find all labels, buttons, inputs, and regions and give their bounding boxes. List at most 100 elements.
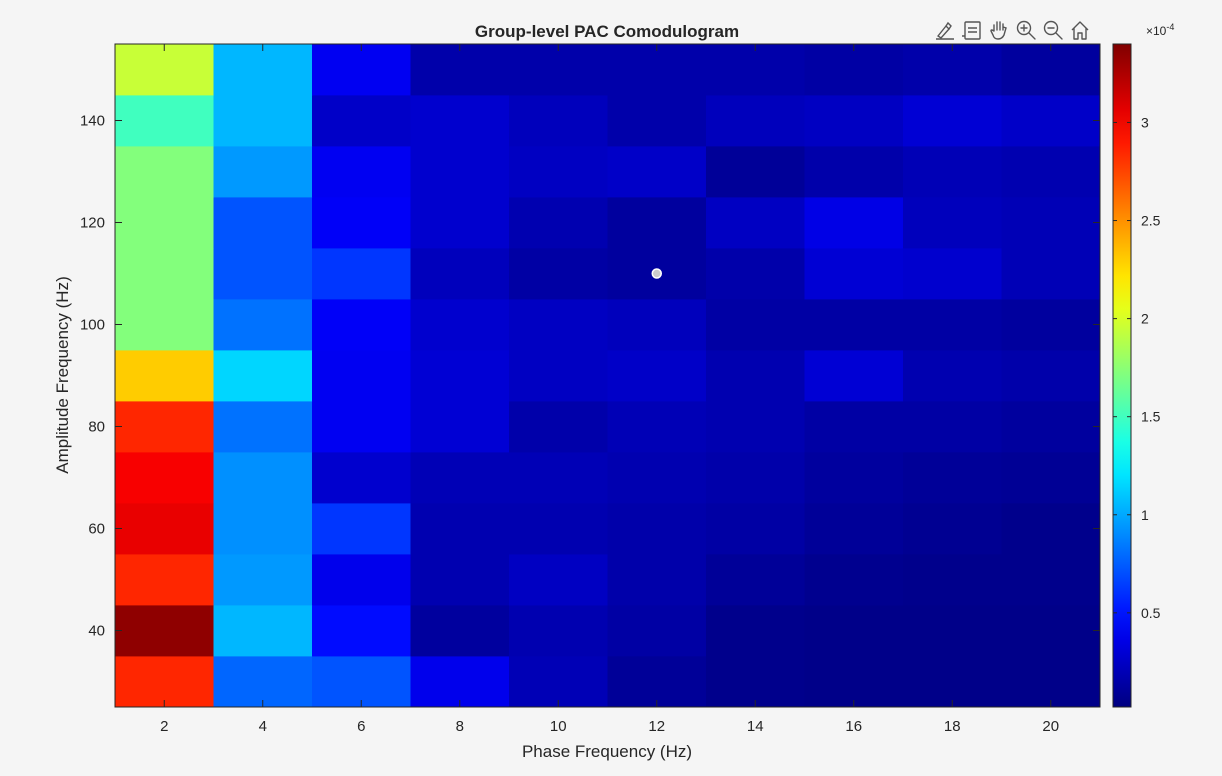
heatmap-cell <box>1001 44 1101 96</box>
heatmap-cell <box>804 350 904 402</box>
heatmap-cell <box>804 605 904 657</box>
heatmap-cell <box>706 605 805 657</box>
heatmap-cell <box>312 656 411 708</box>
heatmap-cell <box>903 503 1002 555</box>
heatmap-cell <box>213 605 313 657</box>
heatmap-cell <box>804 44 904 96</box>
x-tick-label: 20 <box>1042 718 1059 735</box>
heatmap-cell <box>903 656 1002 708</box>
heatmap-cell <box>1001 554 1101 606</box>
zoom-out-button[interactable] <box>1042 19 1064 41</box>
heatmap-cell <box>410 197 510 249</box>
heatmap-cell <box>804 656 904 708</box>
heatmap-cell <box>509 299 608 351</box>
heatmap-cell <box>607 44 707 96</box>
heatmap-cell <box>903 248 1002 300</box>
heatmap-cell <box>410 146 510 198</box>
heatmap-cell <box>706 554 805 606</box>
heatmap-cell <box>115 554 214 606</box>
heatmap-cell <box>607 605 707 657</box>
heatmap-cell <box>410 503 510 555</box>
pan-button[interactable] <box>988 19 1010 41</box>
x-tick-label: 18 <box>944 718 961 735</box>
heatmap-cell <box>804 248 904 300</box>
heatmap-cell <box>410 554 510 606</box>
heatmap-cell <box>1001 605 1101 657</box>
heatmap-cell <box>706 503 805 555</box>
heatmap-cell <box>312 146 411 198</box>
heatmap-cell <box>115 656 214 708</box>
heatmap-cell <box>213 350 313 402</box>
home-button[interactable] <box>1069 19 1091 41</box>
heatmap-cell <box>1001 95 1101 147</box>
heatmap-cells <box>115 44 1101 708</box>
heatmap-cell <box>410 605 510 657</box>
pan-hand-icon <box>990 21 1007 40</box>
heatmap-cell <box>1001 350 1101 402</box>
colorbar-tick-label: 3 <box>1141 114 1149 130</box>
colorbar: 0.5 1 1.5 2 2.5 3 ×10-4 <box>1112 22 1174 708</box>
colorbar-multiplier: ×10 <box>1146 24 1167 38</box>
heatmap-cell <box>706 95 805 147</box>
heatmap-cell <box>312 44 411 96</box>
heatmap-cell <box>213 554 313 606</box>
heatmap-cell <box>115 95 214 147</box>
heatmap-cell <box>410 95 510 147</box>
heatmap-cell <box>804 452 904 504</box>
colorbar-exponent-value: -4 <box>1166 22 1174 32</box>
heatmap-cell <box>903 95 1002 147</box>
heatmap-cell <box>1001 146 1101 198</box>
heatmap-cell <box>607 554 707 606</box>
heatmap-cell <box>410 452 510 504</box>
heatmap-cell <box>607 95 707 147</box>
y-tick-label: 100 <box>80 317 105 334</box>
heatmap-cell <box>903 299 1002 351</box>
heatmap-cell <box>706 401 805 453</box>
heatmap-cell <box>509 95 608 147</box>
y-tick-label: 60 <box>88 521 105 538</box>
heatmap-cell <box>706 656 805 708</box>
datatip-button[interactable] <box>961 19 983 41</box>
heatmap-cell <box>312 248 411 300</box>
heatmap-cell <box>1001 248 1101 300</box>
heatmap-cell <box>804 146 904 198</box>
zoom-in-button[interactable] <box>1015 19 1037 41</box>
heatmap-cell <box>213 401 313 453</box>
heatmap-cell <box>607 197 707 249</box>
colorbar-tick-label: 1.5 <box>1141 409 1161 425</box>
heatmap-cell <box>509 44 608 96</box>
heatmap-cell <box>213 95 313 147</box>
data-point-marker[interactable] <box>651 268 662 279</box>
colorbar-tick-label: 2 <box>1141 311 1149 327</box>
heatmap-cell <box>509 503 608 555</box>
heatmap-cell <box>115 503 214 555</box>
heatmap-cell <box>607 656 707 708</box>
heatmap-cell <box>509 197 608 249</box>
heatmap-cell <box>706 146 805 198</box>
heatmap-cell <box>804 401 904 453</box>
heatmap-cell <box>607 401 707 453</box>
heatmap-cell <box>607 452 707 504</box>
heatmap-cell <box>607 350 707 402</box>
heatmap-cell <box>1001 503 1101 555</box>
heatmap-cell <box>607 503 707 555</box>
heatmap-cell <box>410 350 510 402</box>
heatmap-cell <box>213 197 313 249</box>
colorbar-gradient <box>1112 43 1132 708</box>
heatmap-cell <box>410 248 510 300</box>
heatmap-cell <box>1001 452 1101 504</box>
heatmap-cell <box>115 44 214 96</box>
heatmap-cell <box>706 299 805 351</box>
heatmap-cell <box>509 656 608 708</box>
heatmap-cell <box>509 401 608 453</box>
heatmap-cell <box>903 554 1002 606</box>
heatmap-cell <box>509 452 608 504</box>
brush-button[interactable] <box>934 19 956 41</box>
heatmap-cell <box>903 146 1002 198</box>
datatip-icon <box>962 21 981 40</box>
heatmap-cell <box>706 248 805 300</box>
heatmap-cell <box>509 248 608 300</box>
y-tick-label: 140 <box>80 113 105 130</box>
heatmap-cell <box>410 401 510 453</box>
heatmap-cell <box>312 95 411 147</box>
